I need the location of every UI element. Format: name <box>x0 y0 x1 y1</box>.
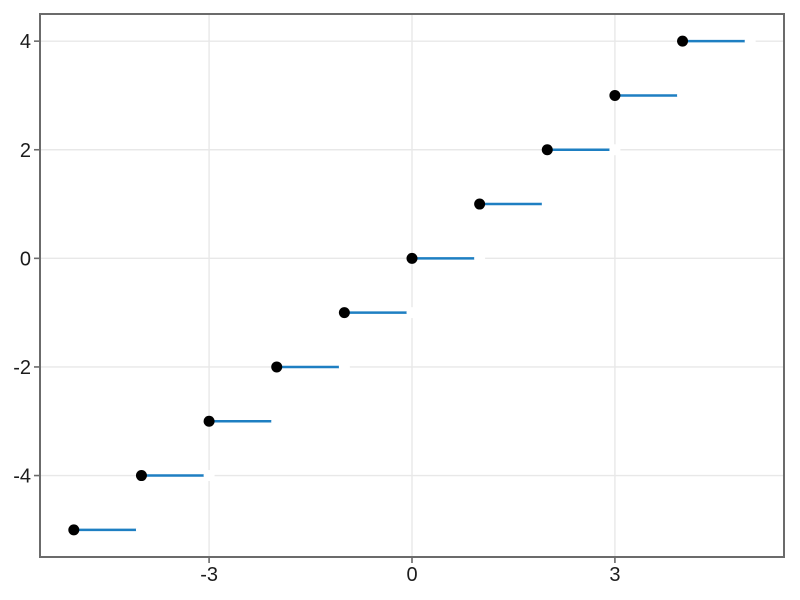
open-endpoint-marker <box>406 307 418 319</box>
open-endpoint-marker <box>203 470 215 482</box>
open-endpoint-marker <box>338 361 350 373</box>
open-endpoint-marker <box>474 252 486 264</box>
data-point-marker <box>474 198 486 210</box>
data-point-marker <box>406 252 418 264</box>
x-tick-label: 0 <box>406 564 417 586</box>
y-tick-label: 0 <box>20 248 31 270</box>
y-tick-label: 2 <box>20 140 31 162</box>
data-point-marker <box>338 307 350 319</box>
x-tick-label: -3 <box>200 564 218 586</box>
open-endpoint-marker <box>135 524 147 536</box>
x-tick-label: 3 <box>609 564 620 586</box>
open-endpoint-marker <box>744 35 756 47</box>
open-endpoint-marker <box>271 415 283 427</box>
data-point-marker <box>271 361 283 373</box>
data-point-marker <box>203 415 215 427</box>
data-point-marker <box>135 470 147 482</box>
data-point-marker <box>541 144 553 156</box>
open-endpoint-marker <box>541 198 553 210</box>
y-tick-label: -2 <box>13 357 31 379</box>
open-endpoint-marker <box>609 144 621 156</box>
data-point-marker <box>609 89 621 101</box>
open-endpoint-marker <box>677 89 689 101</box>
data-point-marker <box>677 35 689 47</box>
data-point-marker <box>68 524 80 536</box>
y-tick-label: -4 <box>13 466 31 488</box>
y-tick-label: 4 <box>20 31 31 53</box>
